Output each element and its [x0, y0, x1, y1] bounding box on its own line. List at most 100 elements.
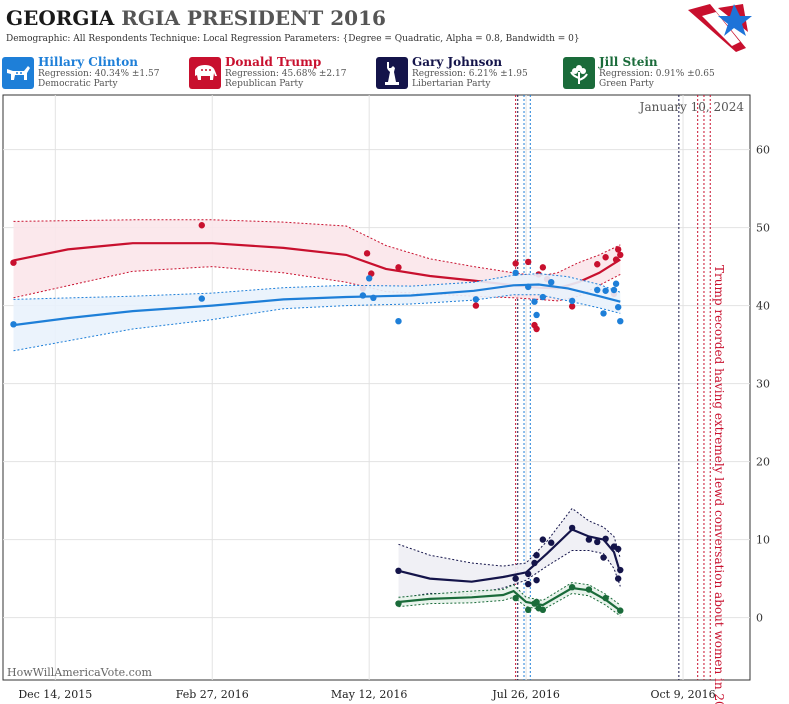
- poll-point: [525, 606, 532, 613]
- regression-line: [398, 528, 622, 583]
- poll-point: [363, 250, 371, 257]
- poll-point: [548, 539, 555, 546]
- poll-point: [512, 594, 519, 602]
- poll-point: [533, 576, 540, 584]
- candidate-regression: Regression: 0.91% ±0.65: [599, 69, 715, 79]
- poll-point: [198, 295, 205, 302]
- poll-point: [617, 251, 624, 259]
- y-tick-label: 50: [756, 222, 770, 235]
- poll-point: [10, 259, 17, 266]
- candidate-name: Gary Johnson: [412, 55, 503, 69]
- poll-point: [617, 318, 624, 325]
- x-tick-label: Feb 27, 2016: [176, 688, 249, 701]
- confidence-lower: [398, 592, 621, 617]
- candidate-regression: Regression: 45.68% ±2.17: [225, 69, 347, 79]
- poll-point: [602, 254, 609, 261]
- poll-point: [568, 303, 576, 310]
- regression-line: [398, 586, 621, 612]
- candidate-card-stein: Jill Stein Regression: 0.91% ±0.65 Green…: [561, 55, 744, 92]
- poll-point: [602, 287, 609, 294]
- poll-point: [614, 303, 622, 311]
- page-title: GEORGIA RGIA PRESIDENT 2016: [6, 6, 386, 30]
- poll-point: [359, 292, 367, 299]
- title-rest: RGIA PRESIDENT 2016: [121, 6, 386, 30]
- poll-point: [531, 298, 538, 305]
- poll-point: [525, 258, 532, 266]
- series-jill-stein: [395, 581, 624, 617]
- poll-point: [548, 279, 555, 286]
- poll-point: [198, 222, 205, 229]
- candidate-name: Donald Trump: [225, 55, 322, 69]
- series-hillary-clinton: [10, 269, 624, 352]
- date-label: January 10, 2024: [638, 100, 745, 114]
- poll-point: [617, 607, 624, 614]
- poll-point: [531, 559, 538, 567]
- candidate-name: Hillary Clinton: [38, 55, 138, 69]
- y-tick-label: 20: [756, 456, 770, 469]
- donkey-icon: [2, 57, 34, 89]
- regression-line: [13, 283, 621, 327]
- event-annotation: Trump recorded having extremely lewd con…: [712, 265, 726, 704]
- poll-point: [533, 598, 540, 606]
- series-gary-johnson: [395, 507, 624, 599]
- flower-icon: [563, 57, 595, 89]
- poll-point: [568, 524, 576, 532]
- title-state: GEORGIA: [6, 6, 115, 30]
- poll-point: [602, 594, 609, 602]
- poll-point: [10, 321, 17, 328]
- poll-point: [568, 583, 576, 591]
- confidence-upper: [398, 507, 621, 567]
- poll-point: [539, 606, 547, 613]
- candidate-card-clinton: Hillary Clinton Regression: 40.34% ±1.57…: [0, 55, 183, 92]
- parameters-line: Demographic: All Respondents Technique: …: [6, 34, 580, 44]
- confidence-band: [398, 508, 621, 599]
- poll-point: [594, 538, 601, 546]
- candidate-regression: Regression: 40.34% ±1.57: [38, 69, 160, 79]
- confidence-upper: [13, 273, 621, 300]
- candidate-name: Jill Stein: [599, 55, 658, 69]
- x-tick-label: May 12, 2016: [331, 688, 408, 701]
- poll-point: [617, 566, 624, 574]
- y-tick-label: 10: [756, 534, 770, 547]
- poll-point: [594, 286, 601, 294]
- poll-point: [614, 575, 622, 582]
- elephant-icon: [189, 57, 221, 89]
- candidate-party: Republican Party: [225, 79, 304, 89]
- poll-point: [610, 286, 618, 294]
- y-tick-label: 40: [756, 300, 770, 313]
- watermark-text: HowWillAmericaVote.com: [7, 666, 152, 679]
- poll-point: [612, 280, 620, 287]
- confidence-upper: [398, 581, 621, 606]
- poll-point: [539, 293, 547, 301]
- y-tick-label: 0: [756, 612, 763, 625]
- poll-point: [612, 256, 620, 263]
- candidate-card-trump: Donald Trump Regression: 45.68% ±2.17 Re…: [187, 55, 370, 92]
- poll-point: [525, 580, 532, 588]
- site-logo-icon: [688, 4, 752, 52]
- poll-point: [600, 310, 607, 317]
- poll-point: [395, 600, 402, 607]
- poll-point: [472, 302, 480, 309]
- poll-point: [585, 536, 593, 543]
- poll-point: [395, 264, 402, 271]
- x-tick-label: Oct 9, 2016: [650, 688, 715, 701]
- candidate-party: Libertarian Party: [412, 79, 491, 89]
- poll-point: [533, 311, 540, 319]
- poll-point: [395, 318, 402, 325]
- poll-point: [370, 294, 377, 301]
- poll-point: [512, 260, 519, 267]
- confidence-upper: [13, 219, 621, 277]
- poll-point: [539, 536, 547, 543]
- candidate-party: Democratic Party: [38, 79, 118, 89]
- poll-point: [568, 297, 576, 305]
- poll-point: [525, 570, 532, 578]
- candidate-party: Green Party: [599, 79, 654, 89]
- confidence-lower: [13, 266, 621, 302]
- candidate-card-johnson: Gary Johnson Regression: 6.21% ±1.95 Lib…: [374, 55, 557, 92]
- poll-point: [602, 535, 609, 543]
- y-tick-label: 60: [756, 144, 770, 157]
- confidence-band: [13, 273, 621, 351]
- poll-point: [614, 545, 622, 553]
- confidence-band: [398, 582, 621, 616]
